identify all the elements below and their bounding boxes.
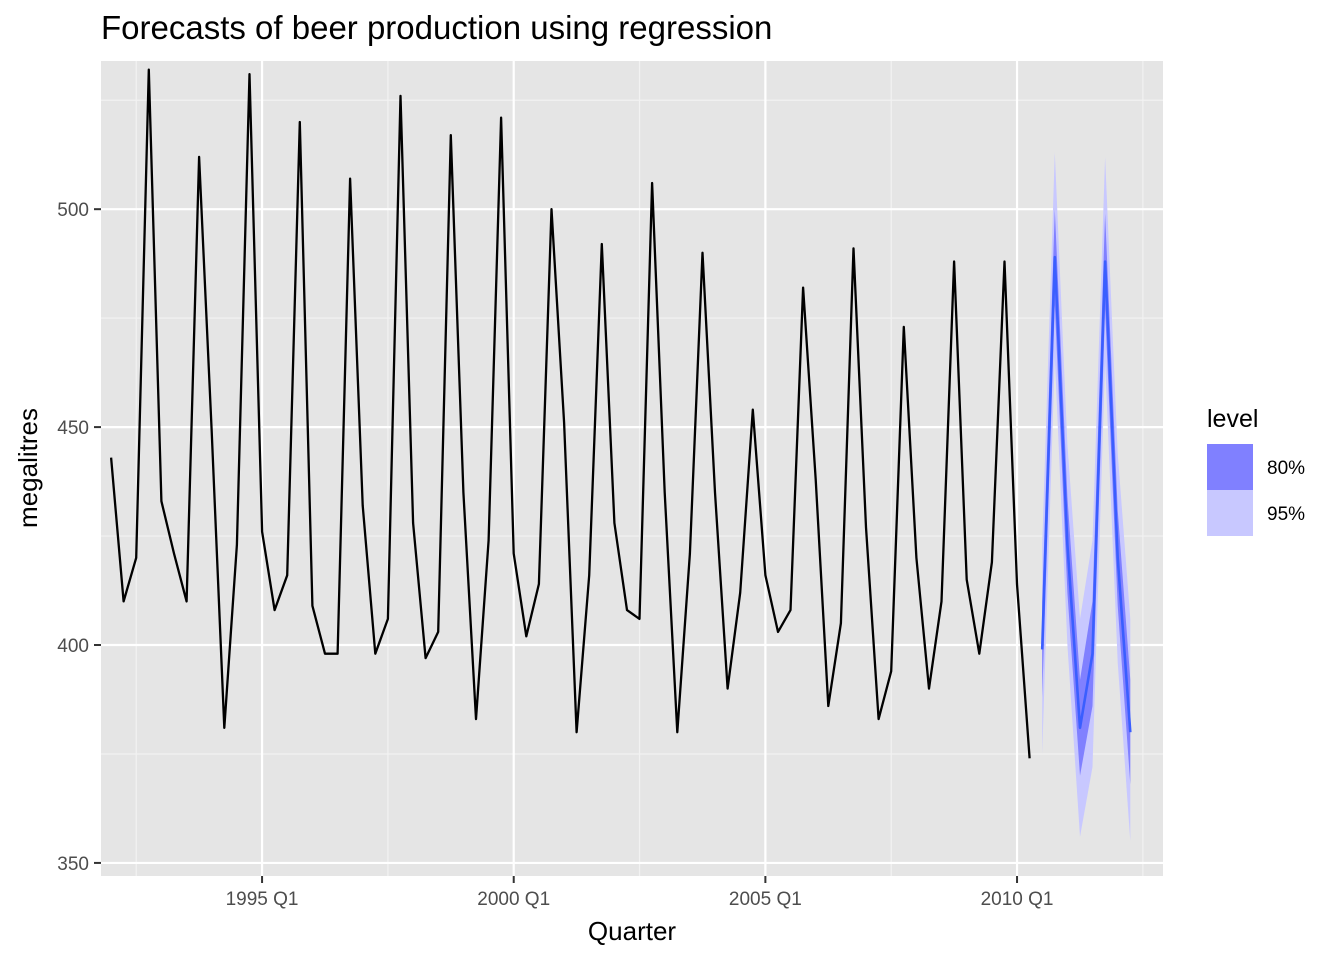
y-tick-label-350: 350 [57, 854, 89, 875]
series-lines [109, 68, 1132, 759]
y-tick-label-400: 400 [57, 636, 89, 657]
x-axis: 1995 Q1 2000 Q1 2005 Q1 2010 Q1 [226, 876, 1054, 910]
x-tick-label-0: 1995 Q1 [226, 889, 299, 910]
legend-label-95: 95% [1267, 504, 1305, 525]
legend: level 80% 95% [1207, 405, 1305, 536]
y-axis-title: megalitres [13, 408, 43, 528]
x-tick-label-2: 2005 Q1 [729, 889, 802, 910]
chart-title: Forecasts of beer production using regre… [101, 9, 772, 46]
minor-gridlines [101, 61, 1163, 876]
x-axis-title: Quarter [588, 916, 676, 946]
legend-label-80: 80% [1267, 458, 1305, 479]
y-tick-label-450: 450 [57, 418, 89, 439]
x-tick-label-3: 2010 Q1 [981, 889, 1054, 910]
plot-panel [101, 61, 1163, 876]
major-gridlines [101, 61, 1163, 876]
history-line [109, 68, 1031, 759]
x-tick-label-1: 2000 Q1 [477, 889, 550, 910]
legend-key-80 [1207, 444, 1253, 490]
y-tick-label-500: 500 [57, 200, 89, 221]
legend-title: level [1207, 405, 1258, 433]
legend-key-95 [1207, 490, 1253, 536]
y-axis: 350 400 450 500 [57, 200, 101, 875]
forecast-line [1040, 255, 1132, 733]
